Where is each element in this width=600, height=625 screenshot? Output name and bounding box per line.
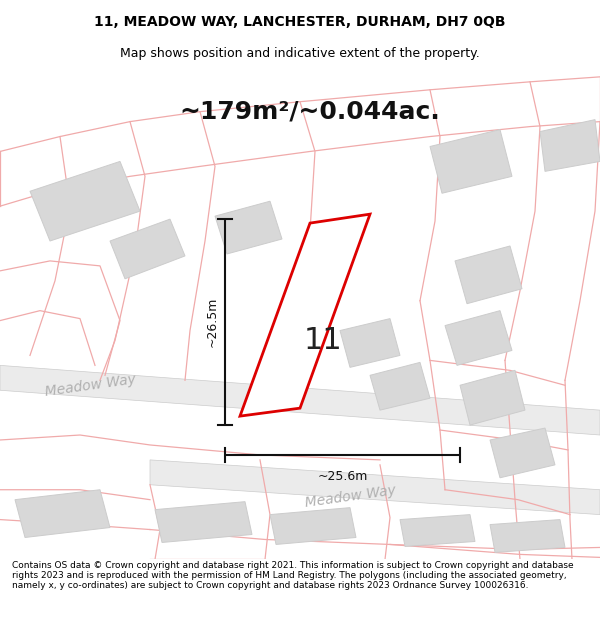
- Polygon shape: [15, 490, 110, 538]
- Polygon shape: [340, 319, 400, 368]
- Text: 11, MEADOW WAY, LANCHESTER, DURHAM, DH7 0QB: 11, MEADOW WAY, LANCHESTER, DURHAM, DH7 …: [94, 14, 506, 29]
- Polygon shape: [110, 219, 185, 279]
- Polygon shape: [540, 119, 600, 171]
- Text: ~25.6m: ~25.6m: [317, 470, 368, 483]
- Polygon shape: [155, 502, 252, 542]
- Text: Map shows position and indicative extent of the property.: Map shows position and indicative extent…: [120, 48, 480, 61]
- Polygon shape: [490, 428, 555, 478]
- Polygon shape: [455, 246, 522, 304]
- Text: 11: 11: [304, 326, 343, 355]
- Text: Meadow Way: Meadow Way: [44, 372, 136, 399]
- Text: Contains OS data © Crown copyright and database right 2021. This information is : Contains OS data © Crown copyright and d…: [12, 561, 574, 591]
- Text: Meadow Way: Meadow Way: [304, 483, 397, 510]
- Polygon shape: [370, 362, 430, 410]
- Text: ~26.5m: ~26.5m: [205, 297, 218, 348]
- Polygon shape: [460, 371, 525, 425]
- Polygon shape: [240, 214, 370, 416]
- Text: ~179m²/~0.044ac.: ~179m²/~0.044ac.: [179, 100, 440, 124]
- Polygon shape: [490, 519, 565, 552]
- Polygon shape: [270, 508, 356, 544]
- Polygon shape: [430, 129, 512, 193]
- Polygon shape: [0, 366, 600, 435]
- Polygon shape: [400, 514, 475, 546]
- Polygon shape: [150, 460, 600, 514]
- Polygon shape: [445, 311, 512, 366]
- Polygon shape: [30, 161, 140, 241]
- Polygon shape: [215, 201, 282, 254]
